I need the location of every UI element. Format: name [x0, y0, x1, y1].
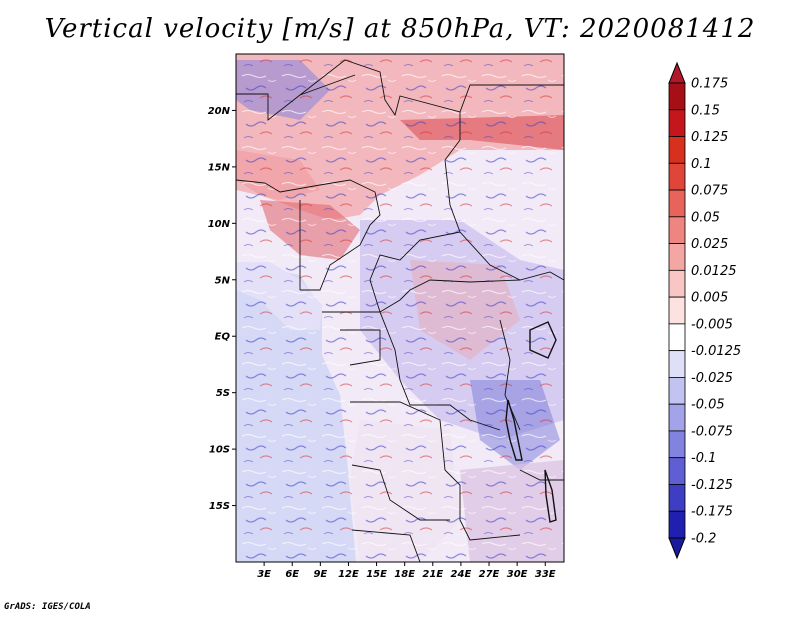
colorbar-label: 0.0125	[691, 264, 737, 279]
colorbar-label: 0.075	[691, 184, 728, 199]
lat-label: 15S	[209, 501, 230, 512]
colorbar-label: 0.1	[691, 157, 712, 172]
lon-label: 6E	[285, 569, 299, 580]
lon-label: 24E	[451, 569, 472, 580]
colorbar-swatch	[668, 162, 686, 191]
lon-label: 9E	[313, 569, 327, 580]
colorbar-swatch	[668, 457, 686, 485]
colorbar-label: 0.025	[691, 237, 728, 252]
colorbar-label: 0.125	[691, 130, 728, 145]
lon-label: 18E	[394, 569, 415, 580]
lat-label: 5N	[215, 275, 231, 286]
colorbar-swatch	[668, 136, 686, 164]
colorbar-swatch	[668, 430, 686, 459]
colorbar-swatch	[668, 296, 686, 325]
colorbar-swatch	[668, 82, 686, 111]
lake-victoria	[529, 321, 557, 359]
lon-label: 30E	[507, 569, 528, 580]
colorbar-swatch	[668, 377, 686, 405]
colorbar-swatch	[668, 510, 686, 539]
colorbar-label: -0.025	[691, 371, 733, 386]
colorbar-bottom-arrow	[668, 537, 686, 560]
lon-label: 33E	[535, 569, 556, 580]
velocity-field	[236, 54, 564, 562]
map-title: Vertical velocity [m/s] at 850hPa, VT: 2…	[44, 14, 756, 44]
colorbar-label: 0.05	[691, 210, 720, 225]
colorbar-swatch	[668, 189, 686, 218]
colorbar-label: -0.125	[691, 478, 733, 493]
longitude-labels: 3E 6E 9E 12E 15E 18E 21E 24E 27E 30E 33E	[257, 562, 556, 580]
lat-label: 10N	[208, 219, 231, 230]
colorbar-swatch	[668, 216, 686, 244]
colorbar-swatch	[668, 109, 686, 137]
colorbar-label: 0.15	[691, 103, 720, 118]
colorbar-label: -0.1	[691, 451, 716, 466]
country-borders	[236, 59, 564, 562]
colorbar-label: -0.0125	[691, 344, 741, 359]
lon-label: 15E	[366, 569, 387, 580]
lake-tanganyika	[505, 399, 523, 461]
colorbar-label: -0.2	[691, 532, 716, 547]
colorbar-swatch	[668, 243, 686, 271]
lat-label: 5S	[216, 388, 230, 399]
colorbar-swatch	[668, 403, 686, 432]
lat-label: 15N	[208, 162, 231, 173]
lon-label: 3E	[257, 569, 271, 580]
lat-label: 20N	[208, 106, 231, 117]
colorbar-swatch	[668, 269, 686, 298]
lon-label: 21E	[422, 569, 443, 580]
credit-text: GrADS: IGES/COLA	[4, 602, 91, 612]
colorbar-label: -0.175	[691, 505, 733, 520]
colorbar-swatch	[668, 350, 686, 378]
colorbar-swatch	[668, 484, 686, 512]
lake-malawi	[544, 469, 557, 523]
colorbar: 0.175 0.15 0.125 0.1 0.075 0.05 0.025 0.0125 0.0…	[668, 61, 741, 560]
lon-label: 12E	[338, 569, 359, 580]
colorbar-label: 0.005	[691, 291, 728, 306]
colorbar-label: -0.05	[691, 398, 725, 413]
colorbar-swatch	[668, 323, 686, 352]
latitude-labels: 20N 15N 10N 5N EQ 5S 10S 15S	[208, 106, 236, 512]
colorbar-top-arrow	[668, 61, 686, 84]
map-frame	[235, 53, 565, 563]
lat-label: 10S	[209, 445, 230, 456]
colorbar-label: -0.075	[691, 424, 733, 439]
lon-label: 27E	[479, 569, 500, 580]
colorbar-label: 0.175	[691, 77, 728, 92]
colorbar-label: -0.005	[691, 317, 733, 332]
lat-label: EQ	[215, 332, 231, 343]
